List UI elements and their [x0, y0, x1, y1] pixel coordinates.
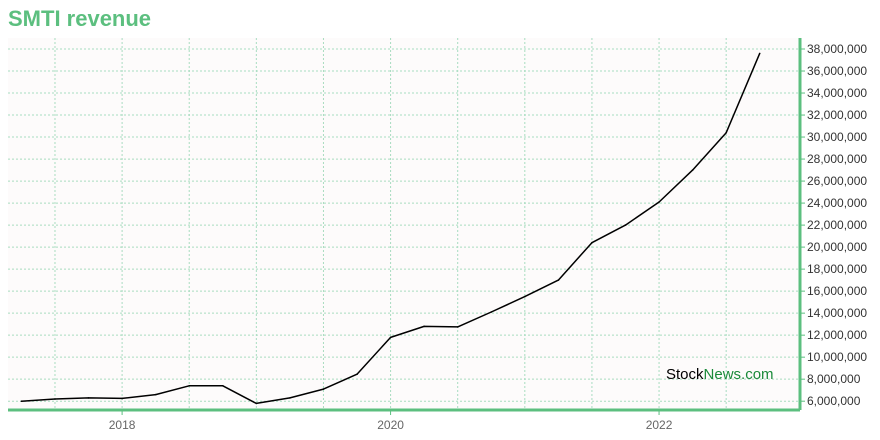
x-axis-ticks: 2018 2020 2022: [109, 410, 673, 432]
revenue-point: [691, 169, 694, 171]
plot-area: [8, 38, 800, 410]
y-tick-label: 28,000,000: [807, 152, 867, 166]
revenue-point: [322, 388, 325, 390]
watermark-news: News: [704, 366, 742, 383]
revenue-point: [121, 397, 123, 400]
revenue-point: [524, 295, 526, 298]
revenue-point: [221, 384, 224, 387]
watermark-com: .com: [741, 366, 774, 383]
y-axis-ticks: 6,000,000 8,000,000 10,000,000 12,000,000 14…: [800, 42, 867, 408]
revenue-point: [591, 241, 593, 244]
revenue-point: [456, 326, 459, 328]
y-tick-label: 22,000,000: [807, 218, 867, 232]
y-tick-label: 26,000,000: [807, 174, 867, 188]
revenue-point: [557, 279, 560, 281]
revenue-point: [389, 336, 392, 339]
revenue-point: [87, 397, 90, 399]
revenue-point: [20, 400, 23, 402]
revenue-point: [356, 373, 358, 376]
stocknews-watermark: StockNews.com: [666, 366, 774, 383]
revenue-point: [624, 224, 627, 226]
y-tick-label: 38,000,000: [807, 42, 867, 56]
revenue-point: [188, 384, 191, 387]
grid-lines: [8, 38, 800, 410]
x-tick-label: 2018: [109, 418, 136, 432]
watermark-stock: Stock: [666, 366, 704, 383]
chart-title: SMTI revenue: [8, 6, 152, 31]
y-tick-label: 14,000,000: [807, 306, 867, 320]
y-tick-label: 20,000,000: [807, 240, 867, 254]
y-tick-label: 24,000,000: [807, 196, 867, 210]
y-tick-label: 36,000,000: [807, 64, 867, 78]
y-tick-label: 16,000,000: [807, 284, 867, 298]
revenue-point: [289, 397, 291, 399]
revenue-point: [255, 402, 258, 405]
series-layer: [20, 52, 761, 405]
y-tick-label: 30,000,000: [807, 130, 867, 144]
revenue-point: [658, 201, 660, 203]
revenue-point: [725, 131, 727, 134]
revenue-point: [758, 52, 761, 55]
y-tick-label: 34,000,000: [807, 86, 867, 100]
y-tick-label: 12,000,000: [807, 328, 867, 342]
y-tick-label: 32,000,000: [807, 108, 867, 122]
y-tick-label: 18,000,000: [807, 262, 867, 276]
y-tick-label: 8,000,000: [807, 372, 861, 386]
revenue-point: [54, 398, 56, 400]
y-tick-label: 10,000,000: [807, 350, 867, 364]
y-tick-label: 6,000,000: [807, 394, 861, 408]
revenue-point: [490, 311, 493, 313]
x-tick-label: 2022: [646, 418, 673, 432]
x-tick-label: 2020: [377, 418, 404, 432]
revenue-point: [423, 325, 425, 328]
revenue-point: [154, 393, 157, 396]
